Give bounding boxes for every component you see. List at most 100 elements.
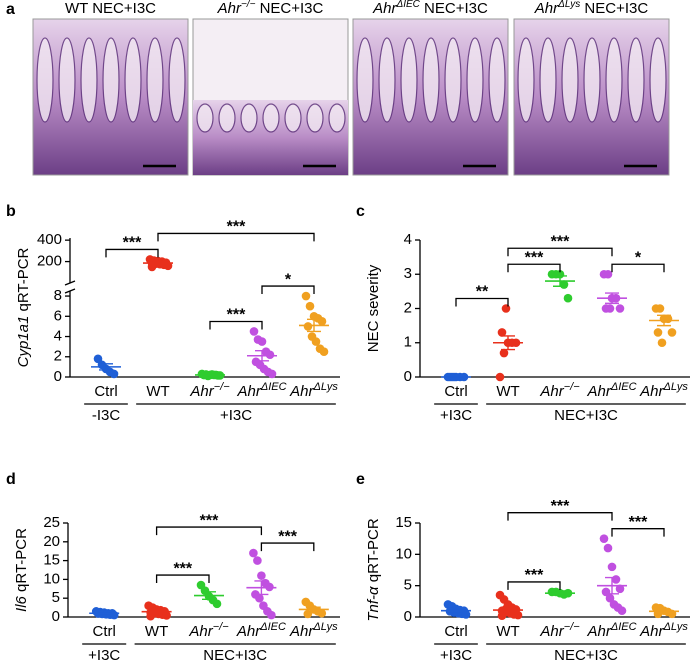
villus [561,37,579,123]
data-point [109,610,119,620]
y-tick-label: 10 [43,570,60,587]
data-point [93,354,103,364]
category-name: Ahr [586,623,611,640]
significance-label: *** [525,249,544,266]
data-point [657,338,667,348]
data-point [611,575,621,584]
error-bar [501,608,515,613]
significance-label: *** [227,219,246,236]
significance-bracket [507,512,613,521]
data-point [497,328,507,337]
significance-bracket [507,581,561,590]
group-label: +I3C [440,647,472,663]
x-tick-label: AhrΔLys [289,381,338,400]
error-bar [307,318,321,333]
category-name: Ahr [189,383,214,400]
category-name: Ctrl [93,623,116,640]
x-tick-label: WT [496,383,519,400]
category-superscript: −/− [564,621,580,633]
category-name: Ahr [639,383,664,400]
y-tick-label: 6 [54,307,62,324]
significance-bracket [507,263,561,273]
data-point [607,562,617,572]
x-tick-label: WT [145,623,168,640]
villus [583,37,601,123]
data-point [563,293,573,303]
category-superscript: −/− [564,381,580,393]
title-text: WT NEC+I3C [65,0,156,17]
significance-bracket [155,574,210,584]
error-bar [657,609,671,614]
x-tick-label: WT [146,383,169,400]
error-bar [202,591,216,601]
panel-label: d [6,471,16,488]
category-name: Ahr [586,383,611,400]
data-point [257,571,266,580]
category-superscript: ΔIEC [610,621,637,633]
y-label-gene: Tnf-α [365,586,382,622]
error-bar [306,606,321,613]
panel-label: c [356,203,365,220]
title-superscript: ΔLys [557,0,580,10]
villus [444,37,462,123]
villus [378,37,396,123]
data-point [617,606,627,616]
title-text: NEC+I3C [255,0,323,17]
group-label: +I3C [88,647,120,663]
group-label: +I3C [440,407,472,424]
title-superscript: −/− [241,0,256,10]
category-name: Ahr [188,623,213,640]
data-point [461,610,471,619]
x-tick-label: AhrΔIEC [586,621,636,640]
y-tick-label: 8 [54,287,62,304]
category-name: Ctrl [444,623,467,640]
category-name: WT [146,383,169,400]
villus [306,103,324,133]
y-axis-label: Il6 qRT-PCR [13,528,30,612]
axis-break [64,288,76,294]
data-point [499,348,509,358]
villus [422,37,440,123]
category-name: Ctrl [444,383,467,400]
panel-label: a [6,1,15,18]
x-tick-label: Ctrl [444,623,467,640]
category-superscript: ΔLys [313,381,339,393]
y-label-text: NEC severity [365,264,382,352]
data-point [615,304,625,313]
x-tick-label: WT [496,623,519,640]
image-title: WT NEC+I3C [65,0,156,17]
x-tick-label: Ahr−/− [539,381,580,400]
y-tick-label: 5 [52,589,60,606]
significance-bracket [507,247,613,257]
x-tick-label: AhrΔIEC [236,621,286,640]
group-label: NEC+I3C [203,647,267,663]
x-tick-label: AhrΔLys [289,621,338,640]
category-name: Ahr [289,623,314,640]
x-tick-label: Ctrl [94,383,117,400]
panel-label: b [6,203,16,220]
x-tick-label: AhrΔLys [639,621,688,640]
y-tick-label: 0 [404,368,412,385]
significance-label: *** [123,235,142,252]
significance-label: *** [525,567,544,584]
y-tick-label: 0 [54,368,62,385]
data-point [599,534,609,543]
data-point [267,610,276,620]
category-name: Ahr [539,623,564,640]
data-point [655,304,665,313]
y-tick-label: 3 [404,265,412,282]
data-point [311,337,321,346]
villus [124,37,142,123]
data-point [603,269,613,279]
significance-bracket [155,526,263,536]
villus [218,103,236,133]
error-bar [657,314,671,327]
error-bar [151,261,165,265]
significance-bracket [455,297,509,307]
y-tick-label: 15 [43,552,60,569]
y-tick-label: 2 [404,299,412,316]
villus [80,37,98,123]
data-point [109,369,119,379]
y-label-gene: Il6 [13,595,30,612]
x-tick-label: Ahr−/− [189,381,230,400]
